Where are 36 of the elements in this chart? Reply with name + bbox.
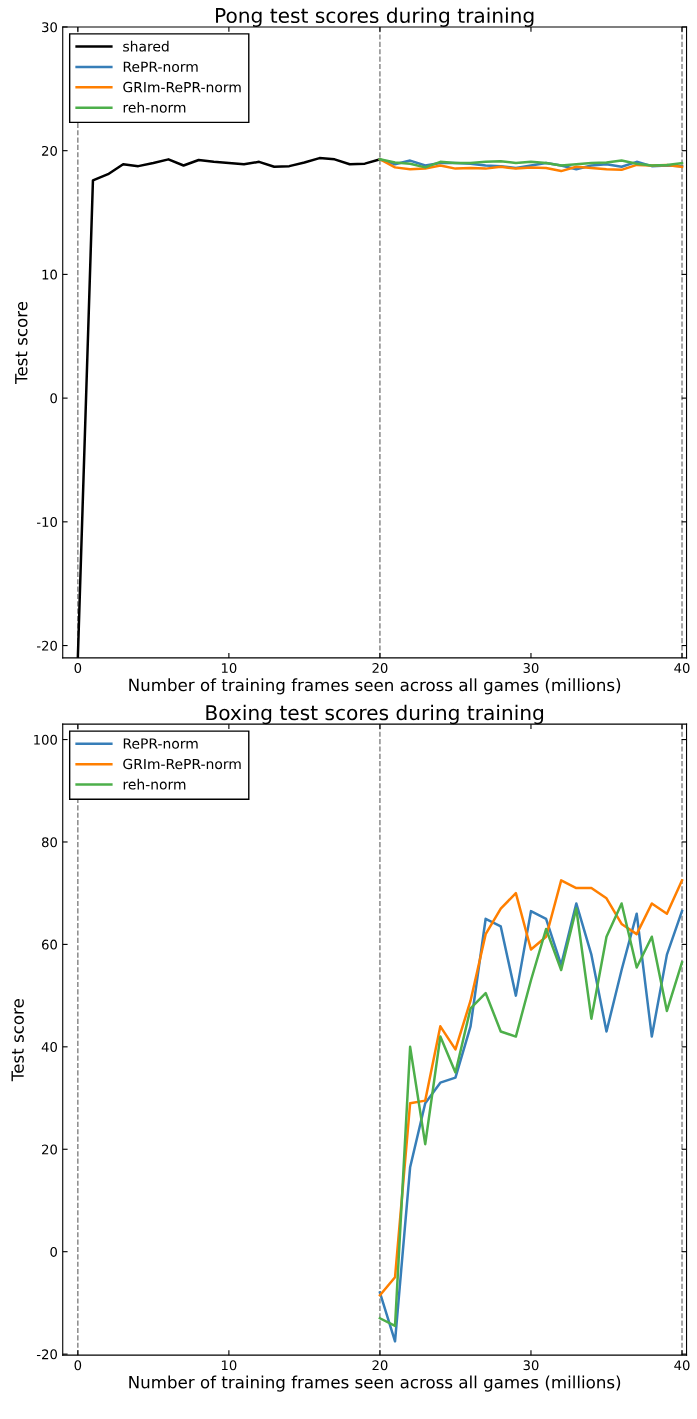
- y-tick-label: -20: [36, 1349, 57, 1360]
- x-tick-label: 30: [523, 663, 539, 673]
- y-tick-label: 60: [42, 939, 57, 950]
- y-tick-label: 80: [41, 837, 57, 848]
- y-tick-label: 20: [42, 1144, 57, 1155]
- legend-label: GRIm-RePR-norm: [123, 758, 241, 770]
- y-tick-label: 40: [41, 1042, 57, 1053]
- y-tick-label: -10: [36, 517, 57, 528]
- x-axis-title: Number of training frames seen across all games (millions): [129, 678, 621, 695]
- y-tick-label: 20: [42, 145, 57, 156]
- x-tick-label: 20: [372, 663, 388, 673]
- y-axis-title: Test score: [11, 999, 24, 1082]
- y-tick-label: 100: [34, 734, 57, 745]
- x-tick-label: 10: [221, 1360, 237, 1371]
- y-tick-label: 0: [50, 1246, 57, 1257]
- legend-label: reh-norm: [123, 778, 186, 790]
- chart-title: Pong test scores during training: [216, 7, 534, 27]
- x-tick-label: 40: [674, 663, 690, 673]
- legend-label: RePR-norm: [123, 61, 198, 72]
- legend-label: reh-norm: [123, 102, 186, 113]
- y-axis-title: Test score: [15, 301, 28, 384]
- x-tick-label: 10: [221, 663, 237, 673]
- x-tick-label: 0: [74, 663, 82, 673]
- x-tick-label: 20: [372, 1360, 388, 1371]
- x-tick-label: 0: [74, 1360, 82, 1371]
- x-tick-label: 40: [674, 1360, 690, 1371]
- chart-title: Boxing test scores during training: [206, 704, 544, 725]
- x-tick-label: 30: [523, 1360, 539, 1371]
- legend-label: GRIm-RePR-norm: [123, 81, 241, 93]
- y-tick-label: 10: [42, 269, 57, 280]
- legend-label: RePR-norm: [123, 738, 198, 749]
- x-axis-title: Number of training frames seen across all games (millions): [129, 1375, 621, 1392]
- y-tick-label: 30: [42, 22, 57, 33]
- y-tick-label: -20: [36, 640, 57, 651]
- legend-label: shared: [123, 40, 169, 52]
- y-tick-label: 0: [50, 393, 57, 404]
